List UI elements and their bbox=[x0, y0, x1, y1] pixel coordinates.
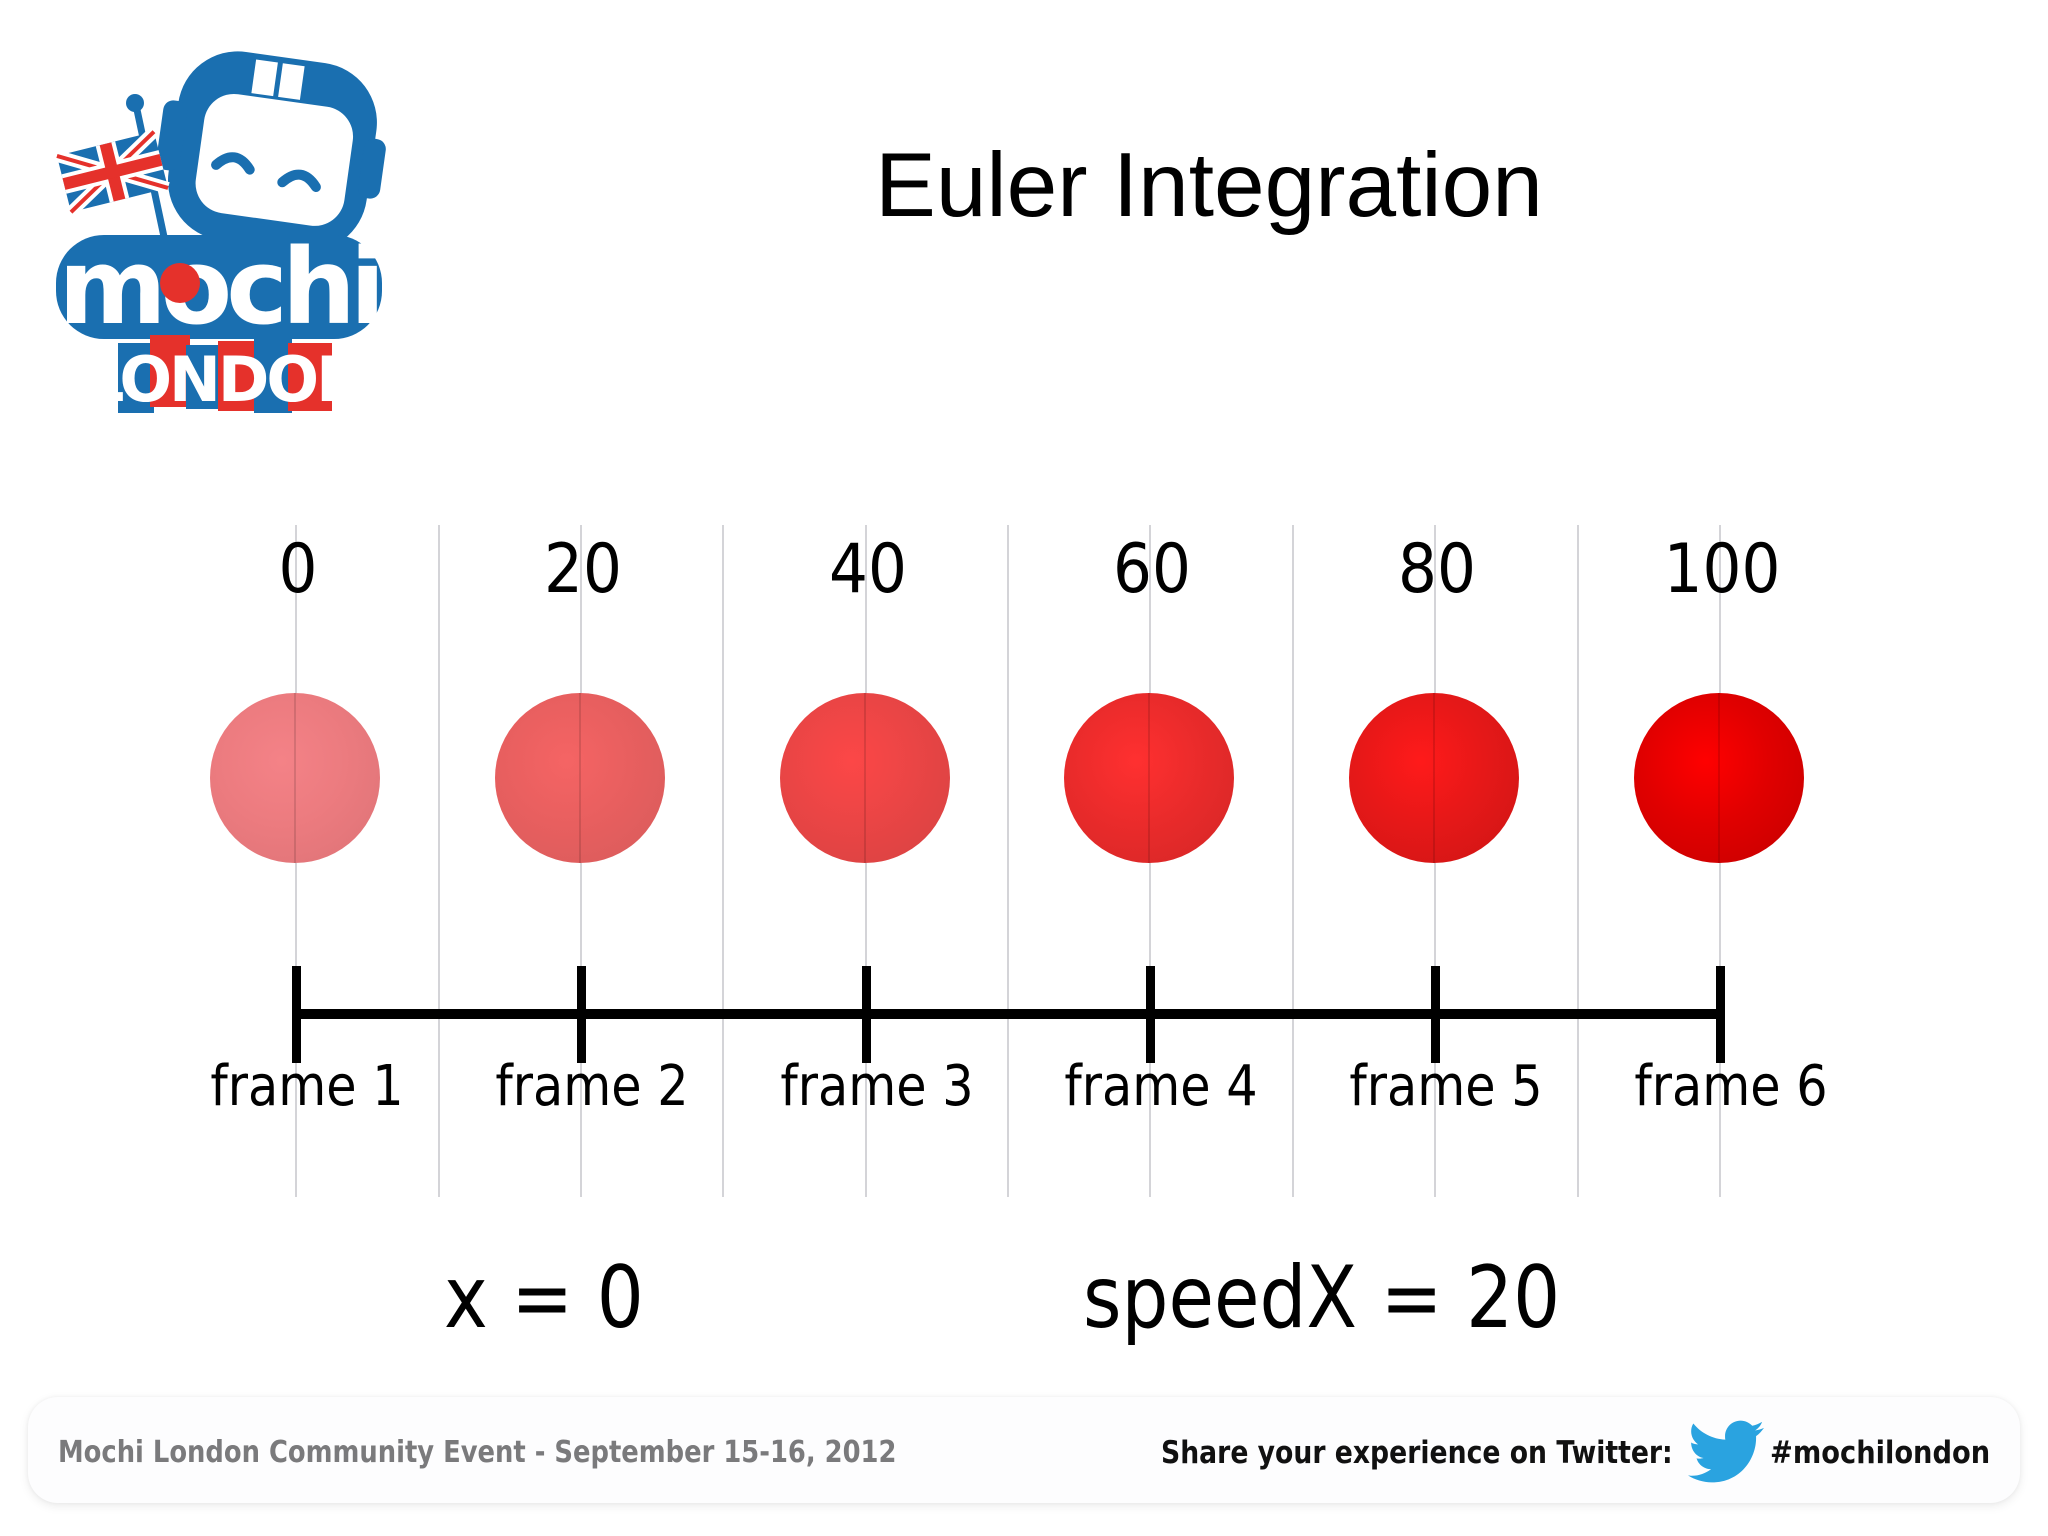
position-label: 20 bbox=[544, 530, 622, 609]
grid-line bbox=[438, 525, 440, 1197]
slide-title: Euler Integration bbox=[875, 135, 1543, 236]
position-label: 40 bbox=[829, 530, 907, 609]
frame-label: frame 2 bbox=[495, 1054, 689, 1119]
frame-label: frame 3 bbox=[780, 1054, 974, 1119]
timeline-tick bbox=[577, 966, 586, 1063]
event-info: Mochi London Community Event - September… bbox=[58, 1435, 897, 1470]
twitter-bird-icon bbox=[1688, 1420, 1764, 1484]
frame-label: frame 1 bbox=[210, 1054, 404, 1119]
svg-text:LONDON: LONDON bbox=[85, 343, 365, 415]
mochi-london-logo: mochi LONDON bbox=[50, 45, 390, 416]
position-label: 0 bbox=[278, 530, 318, 609]
position-label: 80 bbox=[1398, 530, 1476, 609]
frame-label: frame 6 bbox=[1634, 1054, 1828, 1119]
timeline-tick bbox=[1716, 966, 1725, 1063]
timeline-tick bbox=[862, 966, 871, 1063]
ball-frame-4 bbox=[1064, 693, 1234, 863]
equation-speed: speedX = 20 bbox=[1083, 1248, 1561, 1348]
timeline-axis bbox=[296, 1009, 1724, 1019]
position-label: 60 bbox=[1113, 530, 1191, 609]
frame-label: frame 5 bbox=[1349, 1054, 1543, 1119]
timeline-tick bbox=[1431, 966, 1440, 1063]
ball-frame-3 bbox=[780, 693, 950, 863]
ball-frame-2 bbox=[495, 693, 665, 863]
timeline-tick bbox=[292, 966, 301, 1063]
grid-line bbox=[722, 525, 724, 1197]
ball-frame-1 bbox=[210, 693, 380, 863]
grid-line bbox=[1292, 525, 1294, 1197]
footer-bar bbox=[28, 1397, 2020, 1503]
position-label: 100 bbox=[1663, 530, 1781, 609]
grid-line bbox=[1007, 525, 1009, 1197]
equation-x: x = 0 bbox=[444, 1248, 644, 1348]
svg-text:mochi: mochi bbox=[58, 226, 379, 348]
ball-frame-6 bbox=[1634, 693, 1804, 863]
grid-line bbox=[1577, 525, 1579, 1197]
timeline-tick bbox=[1146, 966, 1155, 1063]
share-text: Share your experience on Twitter: bbox=[1161, 1435, 1673, 1471]
ball-frame-5 bbox=[1349, 693, 1519, 863]
frame-label: frame 4 bbox=[1064, 1054, 1258, 1119]
hashtag: #mochilondon bbox=[1770, 1435, 1991, 1471]
